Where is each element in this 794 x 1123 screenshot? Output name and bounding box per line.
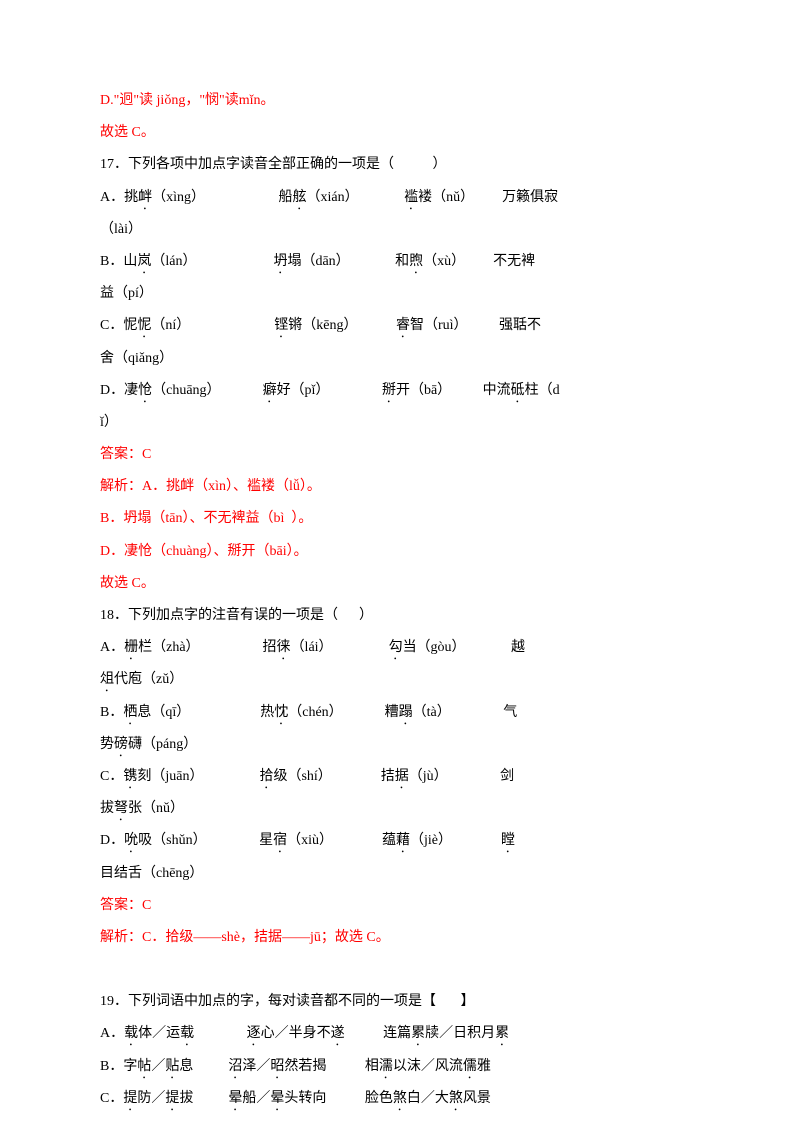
option: C．提防／提拔 晕船／晕头转向 脸色煞白／大煞风景 [100, 1083, 694, 1115]
option-cont: 拔弩张（nǔ） [100, 793, 694, 825]
answer-label: 答案：C [100, 439, 694, 471]
option-cont: 目结舌（chēng） [100, 858, 694, 890]
option-cont: 势磅礴（páng） [100, 729, 694, 761]
explanation: 故选 C。 [100, 568, 694, 600]
option-cont: 益（pí） [100, 278, 694, 310]
option: A．载体／运载 逐心／半身不遂 连篇累牍／日积月累 [100, 1018, 694, 1050]
option-cont: （lài） [100, 214, 694, 246]
option-cont: 俎代庖（zǔ） [100, 664, 694, 696]
option: A．挑衅（xìng） 船舷（xián） 褴褛（nǔ） 万籁俱寂 [100, 182, 694, 214]
explanation: B．坍塌（tān）、不无裨益（bì ）。 [100, 503, 694, 535]
explanation: 解析：A．挑衅（xìn）、褴褛（lǚ）。 [100, 471, 694, 503]
option: B．山岚（lán） 坍塌（dān） 和煦（xù） 不无裨 [100, 246, 694, 278]
option: B．栖息（qī） 热忱（chén） 糟蹋（tà） 气 [100, 697, 694, 729]
question-19: 19．下列词语中加点的字，每对读音都不同的一项是【 】 [100, 986, 694, 1018]
explanation: D．凄怆（chuàng）、掰开（bāi）。 [100, 536, 694, 568]
option: C．怩怩（ní） 铿锵（kēng） 睿智（ruì） 强聒不 [100, 310, 694, 342]
option-cont: ǐ） [100, 407, 694, 439]
answer-label: 答案：C [100, 890, 694, 922]
answer-text: D."迥"读 jiǒng，"悯"读mǐn。 [100, 85, 694, 117]
option-cont: 舍（qiǎng） [100, 343, 694, 375]
option: A．栅栏（zhà） 招徕（lái） 勾当（gòu） 越 [100, 632, 694, 664]
option: C．镌刻（juān） 拾级（shí） 拮据（jù） 剑 [100, 761, 694, 793]
question-17: 17．下列各项中加点字读音全部正确的一项是（ ） [100, 149, 694, 181]
explanation: 解析：C．拾级——shè，拮据——jū；故选 C。 [100, 922, 694, 954]
option: D．吮吸（shǔn） 星宿（xiù） 蕴藉（jiè） 瞠 [100, 825, 694, 857]
option: B．字帖／贴息 沼泽／昭然若揭 相濡以沫／风流儒雅 [100, 1051, 694, 1083]
answer-text: 故选 C。 [100, 117, 694, 149]
option: D．凄怆（chuāng） 癖好（pǐ） 掰开（bā） 中流砥柱（d [100, 375, 694, 407]
blank [100, 954, 694, 986]
question-18: 18．下列加点字的注音有误的一项是（ ） [100, 600, 694, 632]
